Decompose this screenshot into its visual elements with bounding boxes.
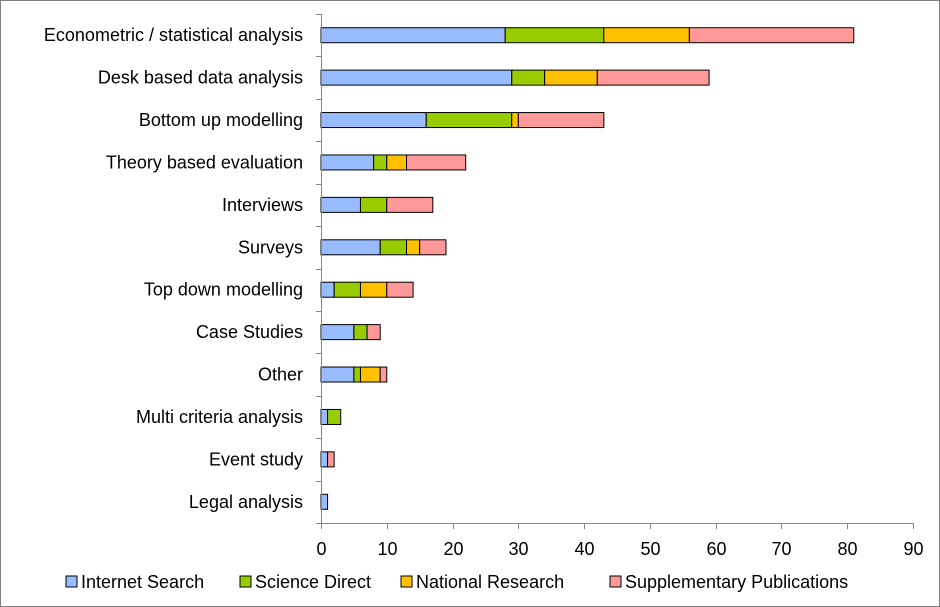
x-tick-label: 60 <box>706 539 726 559</box>
category-labels: Econometric / statistical analysis Desk b… <box>44 25 303 512</box>
bar-segment <box>320 69 513 86</box>
bar-segment <box>320 239 381 256</box>
bar-segment <box>359 281 388 298</box>
category-label: Bottom up modelling <box>139 110 303 130</box>
bar-segment <box>688 27 855 44</box>
bar-segment <box>359 196 388 213</box>
bar-segment <box>320 112 427 129</box>
legend: Internet Search Science Direct National Re… <box>65 572 848 592</box>
category-label: Event study <box>209 449 303 469</box>
bar-segment <box>386 154 408 171</box>
bar-segment <box>386 281 414 298</box>
bar-segment <box>544 69 598 86</box>
x-tick-label: 50 <box>640 539 660 559</box>
bar-segment <box>353 366 361 383</box>
legend-label: Science Direct <box>255 572 371 592</box>
bar-segment <box>379 366 388 383</box>
bar-segment <box>359 366 381 383</box>
category-label: Legal analysis <box>189 492 303 512</box>
bar-segment <box>386 196 434 213</box>
x-tick-label: 70 <box>771 539 791 559</box>
bar-segment <box>406 239 421 256</box>
category-label: Desk based data analysis <box>98 68 303 88</box>
legend-label: Supplementary Publications <box>625 572 848 592</box>
bars <box>320 27 855 510</box>
bar-segment <box>320 154 375 171</box>
bar-segment <box>333 281 361 298</box>
bar-segment <box>320 366 355 383</box>
category-label: Case Studies <box>196 322 303 342</box>
bar-segment <box>327 451 335 468</box>
bar-segment <box>327 408 342 425</box>
bar-segment <box>511 69 546 86</box>
x-tick-label: 20 <box>443 539 463 559</box>
bar-segment <box>511 112 519 129</box>
category-label: Interviews <box>222 195 303 215</box>
legend-label: National Research <box>416 572 564 592</box>
bar-segment <box>379 239 408 256</box>
bar-segment <box>353 324 368 341</box>
bar-segment <box>320 27 506 44</box>
axes <box>316 14 914 529</box>
x-tick-label: 90 <box>903 539 923 559</box>
legend-swatch <box>609 575 622 588</box>
bar-segment <box>603 27 690 44</box>
x-tick-label: 40 <box>574 539 594 559</box>
bar-segment <box>373 154 388 171</box>
x-tick-label: 80 <box>837 539 857 559</box>
bar-segment <box>320 196 361 213</box>
x-tick-label: 10 <box>377 539 397 559</box>
legend-swatch <box>239 575 252 588</box>
bar-segment <box>596 69 710 86</box>
bar-segment <box>320 281 335 298</box>
category-label: Econometric / statistical analysis <box>44 25 303 45</box>
bar-segment <box>517 112 605 129</box>
bar-segment <box>504 27 605 44</box>
bar-segment <box>320 324 355 341</box>
legend-label: Internet Search <box>81 572 204 592</box>
x-tick-label: 0 <box>316 539 326 559</box>
x-tick-label: 30 <box>508 539 528 559</box>
category-label: Top down modelling <box>144 280 303 300</box>
category-label: Theory based evaluation <box>106 152 303 172</box>
category-label: Surveys <box>238 237 303 257</box>
legend-swatch <box>400 575 413 588</box>
category-label: Other <box>258 365 303 385</box>
bar-segment <box>419 239 447 256</box>
legend-swatch <box>65 575 78 588</box>
bar-segment <box>425 112 513 129</box>
bar-segment <box>406 154 467 171</box>
bar-segment <box>366 324 381 341</box>
x-tick-labels: 0 10 20 30 40 50 60 70 80 90 <box>316 539 923 559</box>
category-label: Multi criteria analysis <box>136 407 303 427</box>
